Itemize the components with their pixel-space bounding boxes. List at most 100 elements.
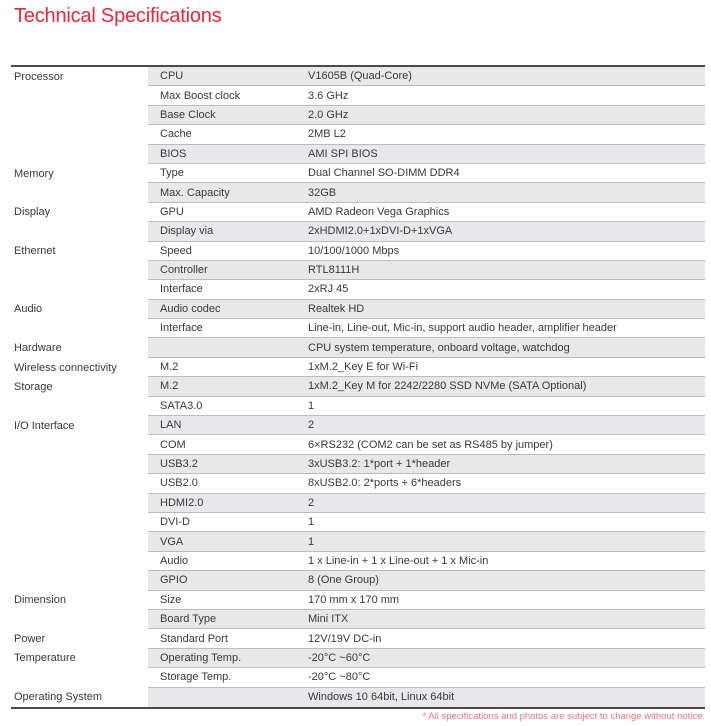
spec-label: COM (160, 438, 186, 451)
spec-value: 1xM.2_Key M for 2242/2280 SSD NVMe (SATA… (308, 380, 587, 393)
spec-value: 2MB L2 (308, 128, 346, 141)
spec-row-band: M.2 1xM.2_Key M for 2242/2280 SSD NVMe (… (148, 377, 705, 397)
spec-category (11, 261, 148, 280)
spec-value: -20°C ~80°C (308, 671, 371, 684)
spec-label: Display via (160, 225, 214, 238)
spec-category: Power (14, 633, 46, 646)
spec-label: Audio (160, 554, 189, 567)
spec-category (11, 183, 148, 202)
spec-row: Storage Temp. -20°C ~80°C (11, 668, 705, 688)
spec-value: 10/100/1000 Mbps (308, 244, 400, 257)
spec-category (11, 455, 148, 474)
spec-label: Controller (160, 264, 208, 277)
spec-label: CPU (160, 70, 184, 83)
spec-category: Temperature (14, 652, 76, 665)
spec-value: 2 (308, 419, 315, 432)
spec-row-band: GPU AMD Radeon Vega Graphics (148, 202, 705, 223)
spec-row: Storage M.2 1xM.2_Key M for 2242/2280 SS… (11, 377, 705, 397)
spec-row: Wireless connectivity M.2 1xM.2_Key E fo… (11, 357, 705, 378)
spec-category (11, 571, 148, 590)
spec-row: Max. Capacity 32GB (11, 183, 705, 203)
spec-row-band: Storage Temp. -20°C ~80°C (148, 668, 705, 688)
spec-value: Dual Channel SO-DIMM DDR4 (308, 167, 460, 180)
spec-category: Operating System (14, 691, 103, 704)
spec-row: Processor CPU V1605B (Quad-Core) (11, 67, 705, 87)
spec-row-band: Standard Port 12V/19V DC-in (148, 629, 705, 649)
spec-row: Display via 2xHDMI2.0+1xDVI-D+1xVGA (11, 222, 705, 242)
spec-label: Max. Capacity (160, 186, 230, 199)
spec-label: M.2 (160, 380, 179, 393)
spec-category (11, 513, 148, 532)
spec-value: 6×RS232 (COM2 can be set as RS485 by jum… (308, 438, 553, 451)
spec-category (11, 668, 148, 687)
spec-row-band: SATA3.0 1 (148, 396, 705, 417)
spec-row-band: USB2.0 8xUSB2.0: 2*ports + 6*headers (148, 474, 705, 494)
spec-category (11, 494, 148, 513)
spec-label (148, 338, 308, 356)
spec-row-band: M.2 1xM.2_Key E for Wi-Fi (148, 357, 705, 378)
spec-value: AMD Radeon Vega Graphics (308, 205, 450, 218)
spec-row-band: CPU system temperature, onboard voltage,… (148, 338, 705, 358)
spec-value: 1 x Line-in + 1 x Line-out + 1 x Mic-in (308, 554, 489, 567)
spec-row: VGA 1 (11, 532, 705, 552)
spec-value: Line-in, Line-out, Mic-in, support audio… (308, 322, 617, 335)
spec-row: Interface 2xRJ 45 (11, 280, 705, 300)
spec-value: 8 (One Group) (308, 574, 379, 587)
spec-label: Base Clock (160, 108, 216, 121)
spec-label: M.2 (160, 361, 179, 374)
spec-row: Audio Audio codec Realtek HD (11, 299, 705, 320)
spec-label: GPU (160, 205, 184, 218)
spec-row-band: Base Clock 2.0 GHz (148, 105, 705, 126)
spec-row-band: DVI-D 1 (148, 512, 705, 533)
spec-label: VGA (160, 535, 184, 548)
footnote: * All specifications and photos are subj… (422, 711, 705, 722)
spec-row-band: Speed 10/100/1000 Mbps (148, 241, 705, 261)
spec-row: GPIO 8 (One Group) (11, 571, 705, 591)
spec-row: Ethernet Speed 10/100/1000 Mbps (11, 241, 705, 261)
spec-category (11, 145, 148, 164)
spec-value: 32GB (308, 186, 337, 199)
spec-row: Power Standard Port 12V/19V DC-in (11, 629, 705, 649)
spec-value: 3xUSB3.2: 1*port + 1*header (308, 458, 451, 470)
spec-row-band: USB3.2 3xUSB3.2: 1*port + 1*header (148, 454, 705, 475)
spec-row-band: Max Boost clock 3.6 GHz (148, 86, 705, 106)
spec-value: 1 (308, 535, 315, 548)
spec-row-band: VGA 1 (148, 532, 705, 552)
spec-row: I/O Interface LAN 2 (11, 416, 705, 436)
spec-category (11, 552, 148, 571)
spec-row-band: Audio codec Realtek HD (148, 299, 705, 320)
spec-label: HDMI2.0 (160, 496, 204, 509)
spec-value: V1605B (Quad-Core) (308, 70, 412, 83)
spec-label (148, 688, 308, 707)
spec-value: AMI SPI BIOS (308, 147, 378, 160)
spec-category: Memory (14, 167, 54, 180)
spec-value: 2.0 GHz (308, 108, 349, 121)
spec-category (11, 319, 148, 338)
spec-row: Memory Type Dual Channel SO-DIMM DDR4 (11, 163, 705, 184)
spec-category (11, 474, 148, 493)
spec-category (11, 435, 148, 454)
spec-value: 1 (308, 399, 315, 412)
spec-label: USB2.0 (160, 477, 198, 490)
spec-category: Audio (14, 303, 43, 316)
spec-label: Size (160, 593, 182, 606)
spec-row: SATA3.0 1 (11, 396, 705, 417)
spec-row: Base Clock 2.0 GHz (11, 105, 705, 126)
spec-row: USB2.0 8xUSB2.0: 2*ports + 6*headers (11, 474, 705, 494)
spec-value: 2 (308, 496, 315, 509)
spec-value: Realtek HD (308, 302, 365, 315)
spec-label: BIOS (160, 147, 187, 160)
spec-label: LAN (160, 419, 182, 432)
spec-category (11, 280, 148, 299)
spec-category (11, 397, 148, 416)
spec-label: Storage Temp. (160, 671, 232, 684)
spec-row: Board Type Mini ITX (11, 609, 705, 630)
spec-value: -20°C ~60°C (308, 651, 371, 664)
spec-label: Cache (160, 128, 192, 141)
spec-value: 3.6 GHz (308, 89, 349, 102)
spec-label: DVI-D (160, 516, 190, 529)
spec-label: Max Boost clock (160, 89, 241, 102)
spec-table: Processor CPU V1605B (Quad-Core) Max Boo… (11, 65, 705, 709)
spec-row: Dimension Size 170 mm x 170 mm (11, 590, 705, 610)
spec-row: Hardware CPU system temperature, onboard… (11, 338, 705, 358)
